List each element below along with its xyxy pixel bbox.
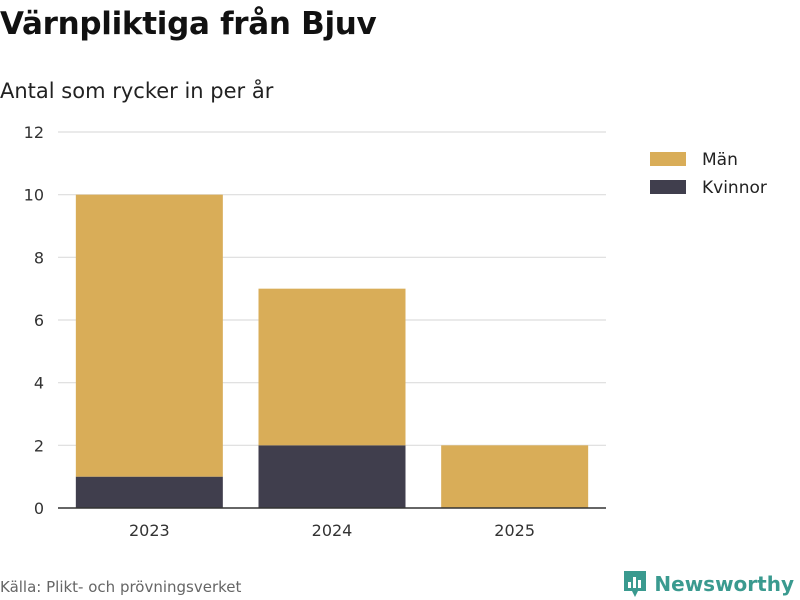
legend-label-kvinnor: Kvinnor	[702, 178, 767, 198]
x-tick-label-2023: 2023	[129, 521, 170, 540]
bar-mn-2025	[441, 445, 589, 508]
bar-mn-2023	[75, 194, 223, 477]
newsworthy-logo-icon	[624, 571, 647, 597]
bar-kvinnor-2024	[258, 445, 406, 508]
y-tick-label-10: 10	[24, 186, 44, 205]
chart-subtitle: Antal som rycker in per år	[0, 79, 274, 103]
y-tick-label-8: 8	[34, 248, 44, 267]
bar-mn-2024	[258, 288, 406, 446]
legend-swatch-kvinnor	[650, 180, 686, 194]
brand-logo: Newsworthy	[622, 569, 794, 599]
brand-name: Newsworthy	[654, 572, 794, 596]
bar-kvinnor-2023	[75, 476, 223, 508]
legend-label-mn: Män	[702, 150, 738, 170]
chart-title: Värnpliktiga från Bjuv	[0, 6, 377, 42]
source-note: Källa: Plikt- och prövningsverket	[0, 578, 242, 596]
stacked-bar-chart: 0 2 4 6 8 10 12 2023 2024 2025 Män Kvinnor	[24, 123, 767, 540]
y-tick-label-0: 0	[34, 499, 44, 518]
y-tick-label-12: 12	[24, 123, 44, 142]
y-tick-label-4: 4	[34, 374, 44, 393]
y-tick-label-6: 6	[34, 311, 44, 330]
legend-swatch-mn	[650, 152, 686, 166]
x-tick-label-2024: 2024	[312, 521, 353, 540]
x-tick-label-2025: 2025	[494, 521, 535, 540]
y-tick-label-2: 2	[34, 436, 44, 455]
